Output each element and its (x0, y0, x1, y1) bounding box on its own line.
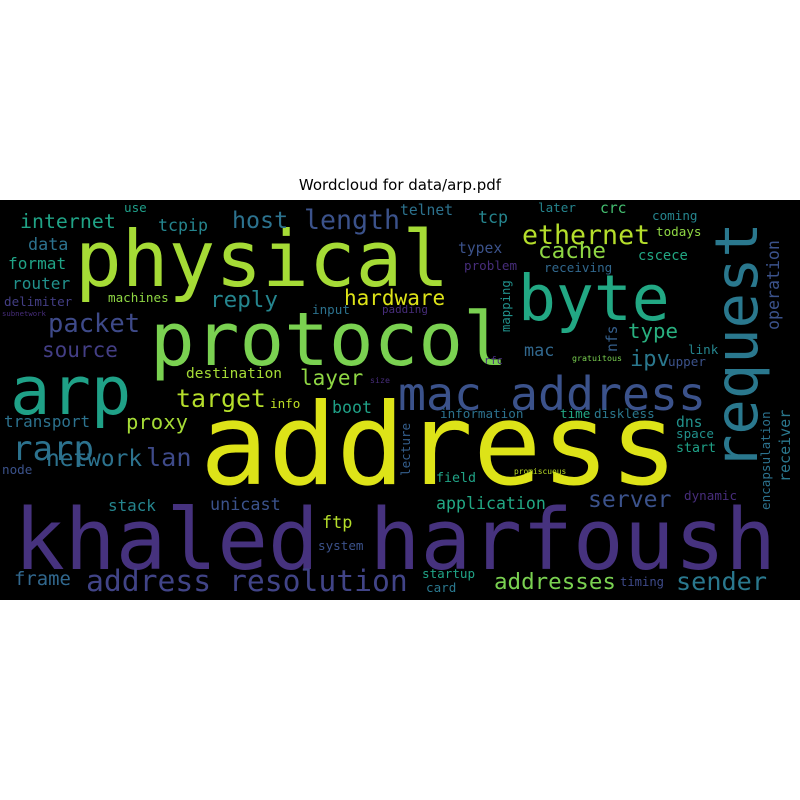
cloud-word: telnet (400, 201, 454, 219)
cloud-word: byte (518, 261, 670, 335)
cloud-word: nfs (604, 325, 621, 352)
cloud-word: delimiter (4, 293, 73, 309)
cloud-word: source (42, 337, 118, 362)
cloud-word: node (2, 461, 33, 477)
cloud-word: type (628, 318, 679, 343)
cloud-word: hardware (344, 285, 446, 310)
cloud-word: dns (676, 413, 703, 431)
cloud-word: start (676, 441, 717, 457)
cloud-word: rfc (484, 354, 503, 367)
cloud-word: dynamic (684, 487, 738, 503)
cloud-word: time (560, 405, 591, 421)
cloud-word: todays (656, 223, 702, 239)
cloud-word: boot (332, 397, 372, 417)
cloud-word: ipv (630, 345, 670, 372)
cloud-word: receiver (776, 409, 794, 482)
cloud-word: lan (146, 443, 192, 473)
cloud-word: information (440, 405, 524, 421)
cloud-word: router (12, 273, 71, 293)
cloud-word: lecture (398, 422, 413, 476)
cloud-word: promiscuous (514, 467, 567, 477)
cloud-word: tcp (478, 207, 508, 227)
cloud-word: target (176, 383, 266, 413)
cloud-word: ethernet (522, 219, 651, 251)
cloud-word: khaled harfoush (14, 491, 777, 590)
cloud-word: arp (10, 352, 132, 431)
wordcloud-canvas: address khaled harfoush protocol physica… (0, 200, 800, 600)
cloud-word: space (676, 425, 714, 441)
cloud-word: info (270, 395, 301, 411)
cloud-word: address resolution (86, 564, 408, 600)
cloud-word: later (538, 200, 576, 215)
cloud-word: sender (676, 567, 767, 597)
cloud-word: cache (538, 237, 607, 264)
cloud-word: tcpip (158, 215, 208, 235)
cloud-word: rarp (12, 428, 95, 469)
cloud-word: coming (652, 207, 698, 223)
cloud-word: application (436, 493, 546, 513)
cloud-word: server (588, 487, 672, 514)
cloud-word: size (370, 374, 390, 385)
cloud-word: machines (108, 289, 169, 305)
cloud-word: timing (620, 574, 665, 589)
cloud-word: upper (668, 353, 706, 369)
cloud-word: padding (382, 302, 428, 316)
cloud-word: layer (300, 365, 364, 390)
cloud-word: cscece (638, 248, 688, 265)
cloud-word: use (124, 200, 147, 215)
cloud-word: system (318, 537, 364, 553)
cloud-word: protocol (150, 295, 508, 383)
cloud-word: card (426, 579, 457, 595)
cloud-word: host (232, 207, 289, 235)
cloud-word: stack (108, 496, 156, 516)
cloud-word: addresses (494, 568, 616, 595)
cloud-word: encapsulation (758, 411, 773, 510)
cloud-word: proxy (126, 409, 188, 434)
cloud-word: length (304, 204, 401, 236)
cloud-word: gratuitous (572, 352, 622, 363)
cloud-word: destination (186, 365, 283, 382)
cloud-word: subnetwork (2, 309, 46, 319)
cloud-word: reply (210, 286, 279, 313)
chart-title: Wordcloud for data/arp.pdf (298, 176, 502, 194)
cloud-word: typex (458, 239, 503, 257)
cloud-word: frame (14, 567, 71, 590)
cloud-word: input (312, 301, 350, 317)
cloud-word: crc (600, 200, 627, 217)
cloud-word: receiving (544, 259, 613, 275)
cloud-word: ftp (322, 511, 353, 532)
cloud-word: address (200, 379, 678, 512)
cloud-word: mac address (398, 366, 706, 421)
cloud-word: field (436, 471, 477, 487)
cloud-word: mac (524, 339, 555, 360)
cloud-word: format (8, 253, 67, 273)
cloud-word: link (688, 341, 719, 357)
cloud-word: data (28, 233, 69, 254)
cloud-word: operation (764, 240, 783, 330)
cloud-word: startup (422, 565, 476, 581)
cloud-word: physical (75, 215, 450, 306)
cloud-word: transport (4, 412, 91, 432)
cloud-word: mapping (499, 280, 513, 332)
cloud-word: unicast (210, 493, 281, 514)
cloud-word: internet (20, 210, 116, 234)
cloud-word: problem (464, 257, 518, 273)
cloud-word: diskless (594, 405, 655, 421)
cloud-word: packet (48, 309, 141, 340)
cloud-word: network (46, 445, 143, 472)
